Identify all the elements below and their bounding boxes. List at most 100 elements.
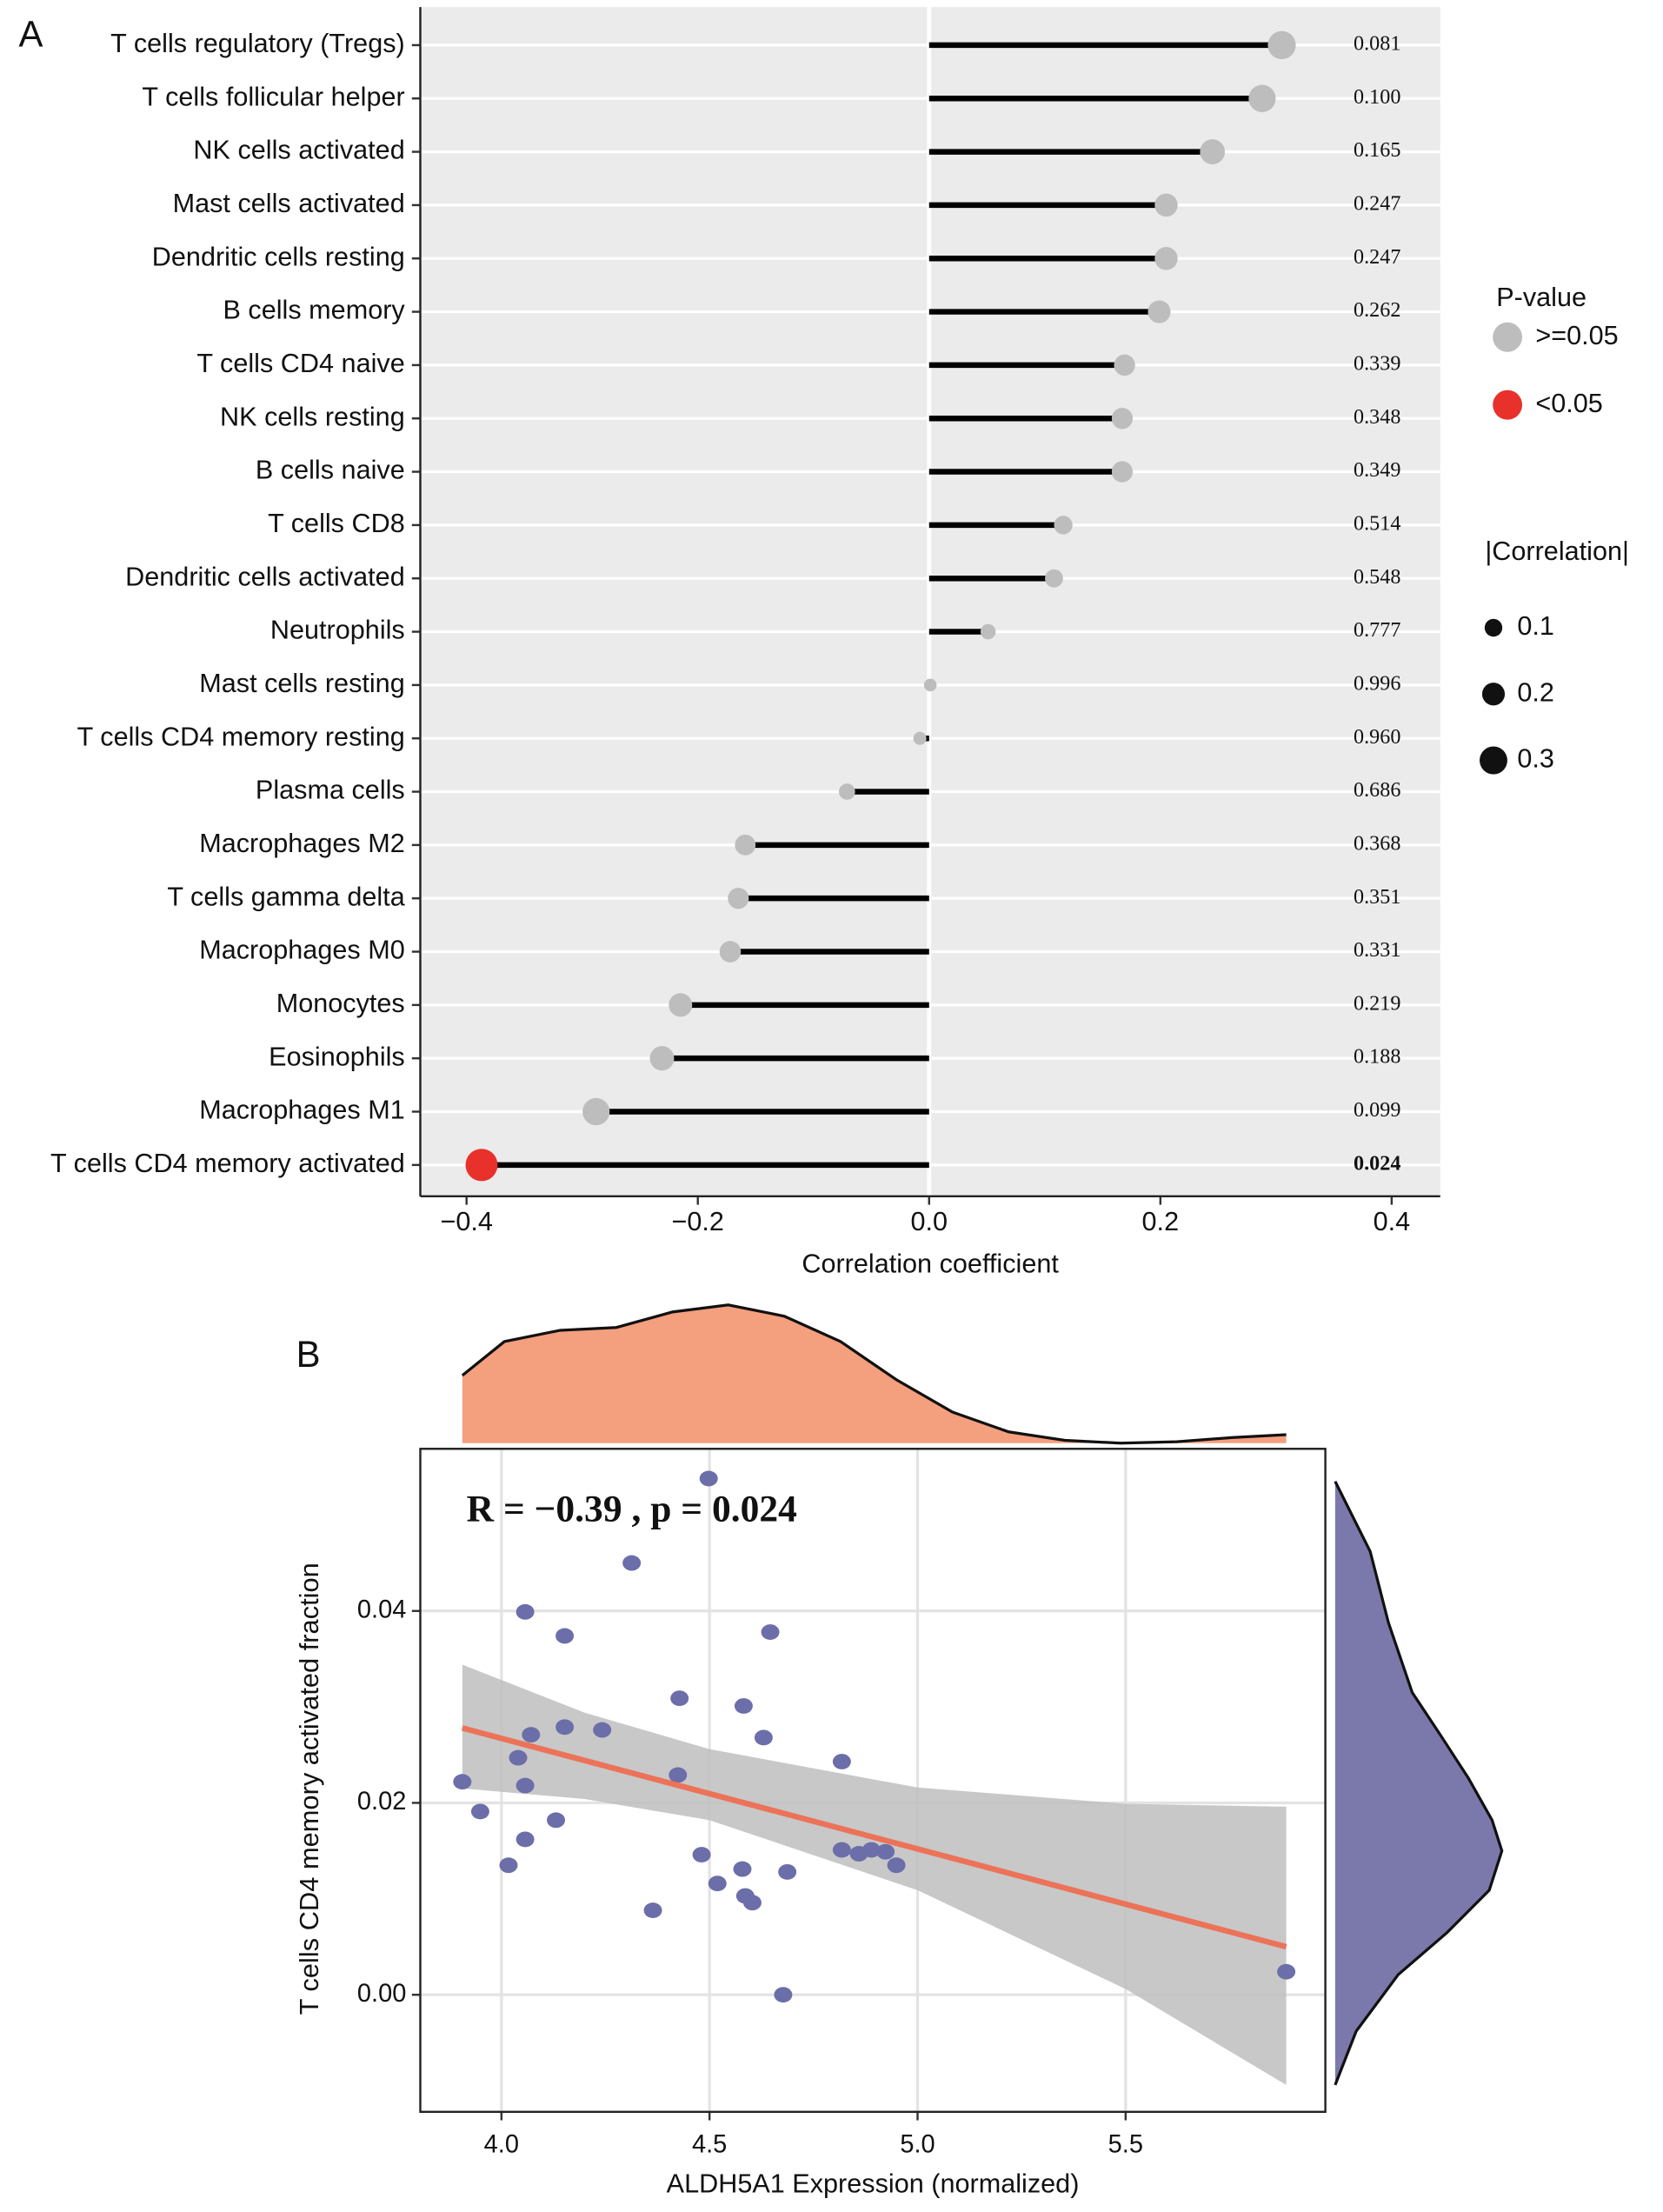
p-value-label: 0.548 [1354,565,1400,589]
x-tick-label: 4.0 [484,2130,519,2158]
point [509,1749,528,1766]
point [742,1895,762,1911]
x-tick-label: 5.0 [900,2130,935,2158]
legend-title: |Correlation| [1485,536,1629,566]
annotation: R = −0.39 , p = 0.024 [467,1488,797,1529]
p-value-label: 0.100 [1354,85,1400,109]
point [980,623,996,640]
point [643,1902,662,1918]
y-tick-label: T cells CD4 memory activated [50,1148,405,1178]
point [1248,84,1276,112]
legend-swatch [1493,322,1523,352]
point [465,1149,498,1182]
y-tick-label: 0.02 [357,1788,406,1816]
point [499,1857,518,1874]
legend-swatch [1493,390,1523,420]
point [1154,246,1178,270]
point [733,1861,752,1877]
p-value-label: 0.351 [1354,885,1400,909]
y-tick-label: Macrophages M0 [199,935,405,965]
point [1111,461,1134,483]
y-tick-label: T cells CD4 naive [196,348,404,378]
point [649,1046,675,1071]
point [699,1470,718,1487]
point [887,1857,906,1874]
x-tick-label: −0.2 [672,1206,724,1236]
point [913,731,927,745]
p-value-label: 0.960 [1354,725,1400,749]
legend-label: 0.1 [1517,610,1554,641]
x-tick-label: 0.0 [911,1206,948,1236]
fit-line [462,1725,1287,1950]
point [1277,1963,1296,1980]
p-value-label: 0.514 [1354,511,1400,535]
y-axis-title: T cells CD4 memory activated fraction [294,1562,324,2015]
x-tick-label: 5.5 [1108,2130,1143,2158]
p-value-label: 0.777 [1354,618,1400,642]
p-value-label: 0.331 [1354,938,1400,962]
p-value-label: 0.099 [1354,1098,1400,1122]
point [761,1624,780,1640]
p-value-label: 0.081 [1354,31,1400,55]
x-tick-label: 0.4 [1374,1206,1411,1236]
point [778,1863,797,1880]
x-density-outline [461,1303,1287,1445]
y-tick-label: T cells gamma delta [167,881,405,911]
x-axis-title: ALDH5A1 Expression (normalized) [667,2168,1080,2198]
point [1054,516,1073,535]
point [1111,408,1134,430]
point [516,1777,535,1794]
legend-size-swatch [1481,683,1506,706]
panel-label: B [296,1334,321,1375]
point [555,1719,575,1736]
p-value-label: 0.348 [1354,405,1400,429]
point [734,1698,753,1714]
p-value-label: 0.247 [1354,191,1400,215]
p-value-label: 0.165 [1354,138,1400,162]
p-value-label: 0.996 [1354,671,1400,695]
x-tick-label: −0.4 [440,1206,492,1236]
y-tick-label: Macrophages M1 [199,1095,405,1125]
point [669,1767,688,1783]
point [582,1097,610,1126]
y-tick-label: Mast cells resting [199,668,405,698]
y-tick-label: B cells memory [223,295,406,325]
confidence-band [462,1664,1287,2085]
y-tick-label: Plasma cells [256,775,405,805]
point [861,1842,881,1858]
point [555,1628,575,1644]
legend-label: 0.2 [1517,676,1554,707]
x-axis-title: Correlation coefficient [802,1248,1059,1278]
y-tick-label: Macrophages M2 [199,828,405,858]
point [516,1831,535,1848]
y-tick-label: Mast cells activated [173,188,405,218]
y-tick-label: T cells follicular helper [142,81,404,111]
legend-label: >=0.05 [1535,320,1618,350]
y-tick-label: Monocytes [276,988,405,1018]
point [1267,30,1296,60]
p-value-label: 0.024 [1354,1151,1400,1175]
y-density-outline [1334,1481,1504,2086]
point [1200,139,1226,165]
point [622,1555,642,1571]
panel-label: A [18,13,43,54]
point [923,678,937,692]
panel-border [419,1448,1327,2114]
legend-label: <0.05 [1535,388,1602,418]
y-tick-label: Dendritic cells activated [125,561,405,591]
point [876,1843,895,1860]
point [719,941,742,963]
p-value-label: 0.262 [1354,298,1400,322]
y-tick-label: 0.00 [357,1980,406,2008]
y-tick-label: T cells CD8 [268,508,405,538]
point [832,1754,851,1769]
point [670,1690,689,1707]
point [1114,354,1135,376]
point [547,1812,566,1829]
point [754,1729,773,1746]
point [774,1987,793,2003]
point [1154,193,1178,217]
p-value-label: 0.349 [1354,458,1400,482]
y-density [1334,1481,1502,2085]
